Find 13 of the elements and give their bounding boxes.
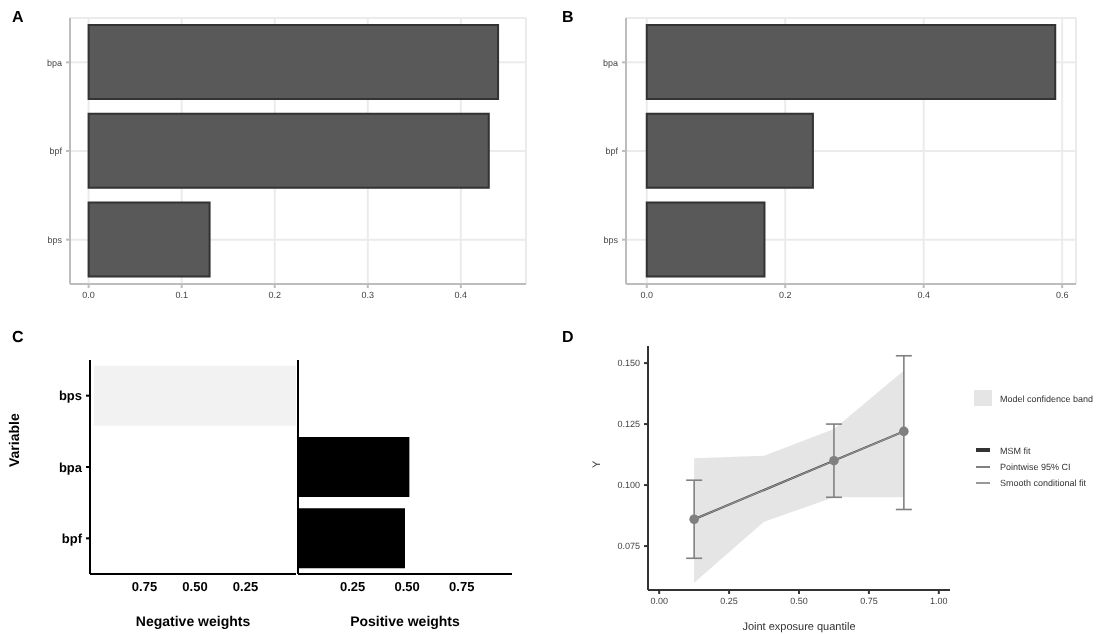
bar bbox=[87, 112, 490, 189]
bar bbox=[645, 112, 814, 189]
bar bbox=[87, 24, 500, 101]
bar bbox=[87, 201, 211, 278]
bar bbox=[645, 24, 1057, 101]
point bbox=[829, 455, 839, 466]
point bbox=[899, 426, 909, 437]
chart-title: C bbox=[12, 328, 24, 346]
chart-title: A bbox=[12, 8, 24, 26]
chart-title: D bbox=[562, 328, 574, 346]
point bbox=[689, 514, 699, 525]
bar bbox=[645, 201, 766, 278]
chart-title: B bbox=[562, 8, 574, 26]
